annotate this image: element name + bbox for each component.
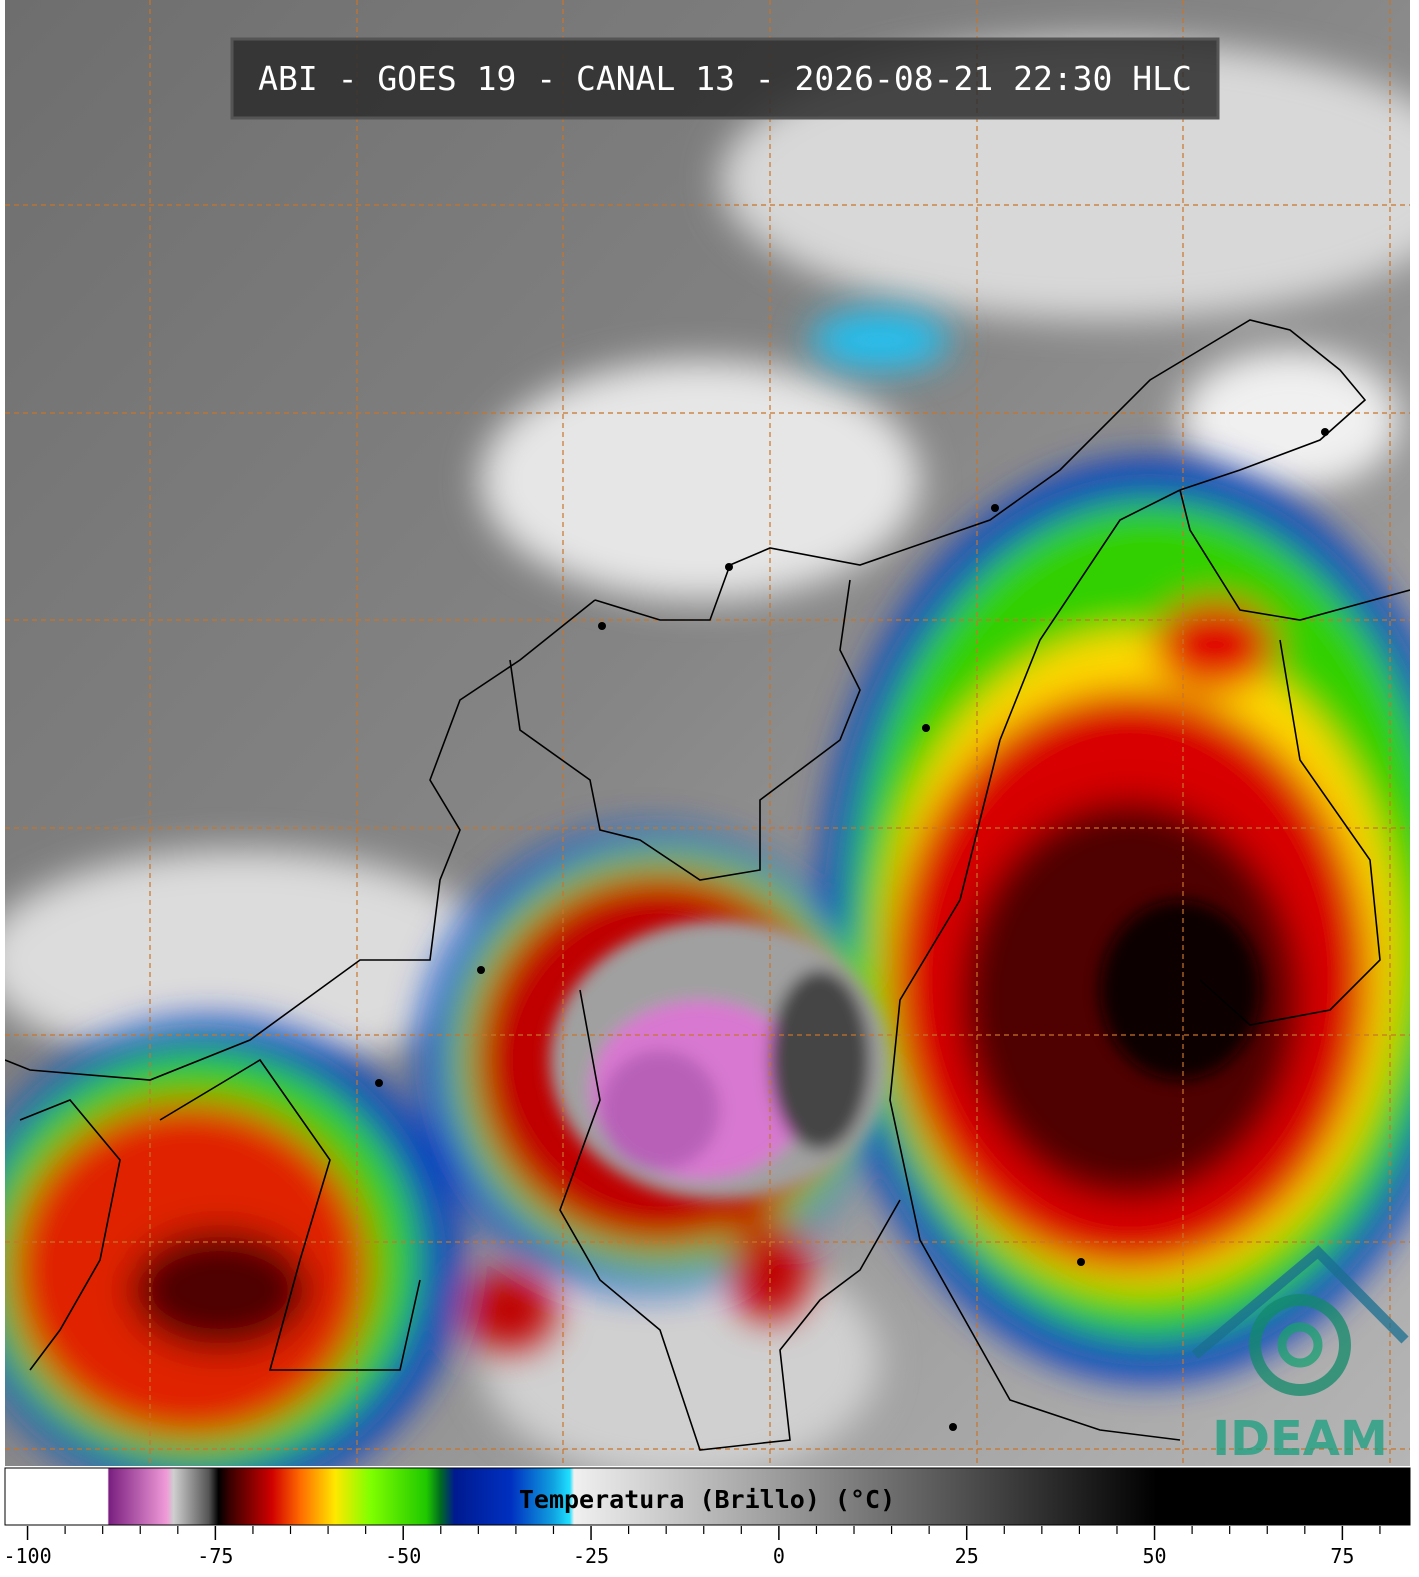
tick-label: -100 <box>3 1544 51 1568</box>
logo: IDEAM <box>1191 1245 1409 1467</box>
tick-label: -50 <box>385 1544 421 1568</box>
boundaries <box>5 319 1410 1451</box>
graticule <box>5 0 1410 1466</box>
tick-label: -75 <box>197 1544 233 1568</box>
title: ABI - GOES 19 - CANAL 13 - 2026-08-21 22… <box>258 59 1192 98</box>
title-box: ABI - GOES 19 - CANAL 13 - 2026-08-21 22… <box>230 37 1220 120</box>
colorbar: Temperatura (Brillo) (°C) -100 -75 -50 -25 0… <box>3 1467 1411 1568</box>
tick-label: 50 <box>1142 1544 1166 1568</box>
tick-label: 25 <box>955 1544 979 1568</box>
logo-text: IDEAM <box>1212 1411 1387 1467</box>
tick-label: -25 <box>573 1544 609 1568</box>
satellite-image: IDEAM <box>5 0 1410 1467</box>
colorbar-label: Temperatura (Brillo) (°C) <box>519 1485 895 1514</box>
tick-label: 75 <box>1330 1544 1354 1568</box>
tick-label: 0 <box>773 1544 785 1568</box>
cities <box>375 428 1329 1431</box>
